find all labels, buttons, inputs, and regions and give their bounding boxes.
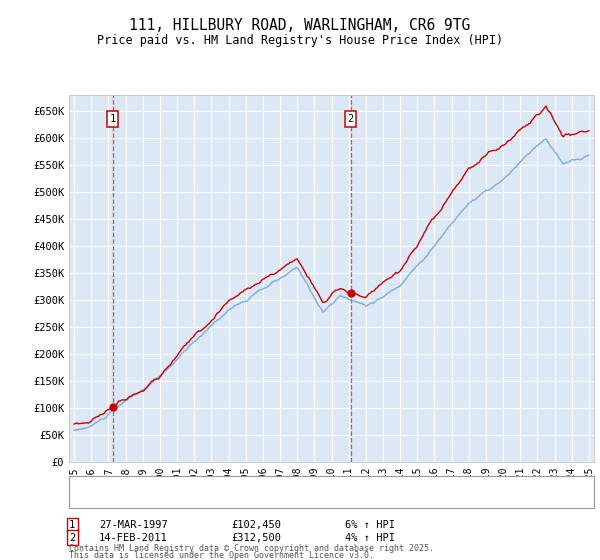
Text: HPI: Average price, semi-detached house, Tandridge: HPI: Average price, semi-detached house,… — [114, 496, 427, 505]
Text: 6% ↑ HPI: 6% ↑ HPI — [345, 520, 395, 530]
Text: Contains HM Land Registry data © Crown copyright and database right 2025.: Contains HM Land Registry data © Crown c… — [69, 544, 434, 553]
Text: £102,450: £102,450 — [231, 520, 281, 530]
Text: 111, HILLBURY ROAD, WARLINGHAM, CR6 9TG (semi-detached house): 111, HILLBURY ROAD, WARLINGHAM, CR6 9TG … — [114, 480, 495, 490]
Text: 2: 2 — [347, 114, 354, 124]
Text: 1: 1 — [109, 114, 116, 124]
Text: 111, HILLBURY ROAD, WARLINGHAM, CR6 9TG: 111, HILLBURY ROAD, WARLINGHAM, CR6 9TG — [130, 18, 470, 32]
Text: £312,500: £312,500 — [231, 533, 281, 543]
Text: 1: 1 — [69, 520, 75, 530]
Text: 4% ↑ HPI: 4% ↑ HPI — [345, 533, 395, 543]
Text: This data is licensed under the Open Government Licence v3.0.: This data is licensed under the Open Gov… — [69, 551, 374, 560]
Text: Price paid vs. HM Land Registry's House Price Index (HPI): Price paid vs. HM Land Registry's House … — [97, 34, 503, 47]
Text: 2: 2 — [69, 533, 75, 543]
Text: 14-FEB-2011: 14-FEB-2011 — [99, 533, 168, 543]
Text: 27-MAR-1997: 27-MAR-1997 — [99, 520, 168, 530]
